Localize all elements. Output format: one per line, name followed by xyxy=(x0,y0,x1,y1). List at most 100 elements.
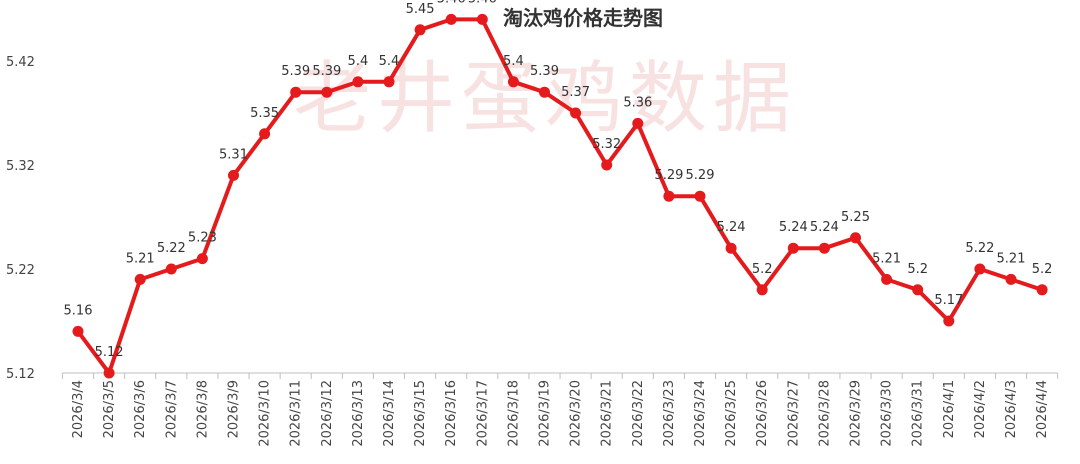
data-label: 5.45 xyxy=(406,2,435,17)
data-label: 5.32 xyxy=(592,137,621,152)
x-tick-label: 2026/3/15 xyxy=(413,380,428,447)
data-label: 5.31 xyxy=(219,147,248,162)
data-point xyxy=(414,24,426,36)
y-tick-label: 5.32 xyxy=(6,159,35,174)
x-tick-label: 2026/3/6 xyxy=(133,380,148,438)
y-tick-label: 5.42 xyxy=(6,55,35,70)
data-label: 5.22 xyxy=(965,241,994,256)
data-point xyxy=(507,76,519,88)
data-point xyxy=(570,107,582,119)
data-point xyxy=(196,253,208,265)
x-tick-label: 2026/3/30 xyxy=(880,380,895,447)
chart-title: 淘汰鸡价格走势图 xyxy=(503,6,663,30)
data-point xyxy=(694,190,706,202)
x-tick-label: 2026/4/2 xyxy=(973,380,988,438)
x-tick-label: 2026/3/14 xyxy=(382,380,397,447)
data-label: 5.39 xyxy=(312,64,341,79)
x-tick-label: 2026/3/11 xyxy=(289,380,304,447)
data-label: 5.21 xyxy=(997,251,1026,266)
data-label: 5.21 xyxy=(126,251,155,266)
x-tick-label: 2026/3/21 xyxy=(600,380,615,447)
data-point xyxy=(259,128,271,140)
data-label: 5.46 xyxy=(437,0,466,6)
data-point xyxy=(228,169,239,181)
data-label: 5.17 xyxy=(934,293,963,308)
data-label: 5.29 xyxy=(686,168,715,183)
x-tick-label: 2026/3/12 xyxy=(320,380,335,447)
x-tick-label: 2026/3/4 xyxy=(71,380,86,438)
data-point xyxy=(290,86,302,98)
data-point xyxy=(445,13,457,25)
x-tick-label: 2026/3/13 xyxy=(351,380,366,447)
data-label: 5.2 xyxy=(1032,262,1053,277)
data-point xyxy=(663,190,675,202)
data-point xyxy=(787,242,799,254)
data-point xyxy=(850,232,861,244)
data-label: 5.4 xyxy=(379,54,400,69)
data-point xyxy=(1005,273,1017,285)
x-tick-label: 2026/3/27 xyxy=(786,380,801,447)
data-point xyxy=(476,13,488,25)
data-label: 5.16 xyxy=(64,303,93,318)
x-tick-label: 2026/3/31 xyxy=(911,380,926,447)
data-point xyxy=(818,242,830,254)
data-point xyxy=(601,159,613,171)
data-point xyxy=(165,263,177,275)
data-label: 5.2 xyxy=(752,262,773,277)
data-label: 5.22 xyxy=(157,241,186,256)
x-tick-label: 2026/3/5 xyxy=(102,380,117,438)
data-point xyxy=(632,117,644,129)
data-label: 5.37 xyxy=(561,85,590,100)
data-label: 5.24 xyxy=(779,220,808,235)
x-tick-label: 2026/3/7 xyxy=(164,380,179,438)
data-label: 5.35 xyxy=(250,106,279,121)
data-point xyxy=(725,242,737,254)
x-tick-label: 2026/3/19 xyxy=(538,380,553,447)
x-tick-label: 2026/4/1 xyxy=(942,380,957,438)
data-point xyxy=(943,315,955,327)
x-tick-label: 2026/4/3 xyxy=(1004,380,1019,438)
data-label: 5.4 xyxy=(503,54,524,69)
y-axis: 5.12 5.22 5.32 5.42 xyxy=(6,55,35,382)
data-label: 5.46 xyxy=(468,0,497,6)
x-tick-label: 2026/3/22 xyxy=(631,380,646,447)
data-points xyxy=(72,13,1048,379)
x-tick-label: 2026/3/10 xyxy=(258,380,273,447)
x-tick-label: 2026/3/26 xyxy=(755,380,770,447)
data-point xyxy=(383,76,395,88)
data-label: 5.4 xyxy=(348,54,369,69)
data-point xyxy=(1036,284,1048,296)
x-tick-label: 2026/3/17 xyxy=(475,380,490,447)
data-label: 5.25 xyxy=(841,210,870,225)
data-label: 5.24 xyxy=(810,220,839,235)
x-tick-label: 2026/3/24 xyxy=(693,380,708,447)
data-label: 5.21 xyxy=(872,251,901,266)
data-label: 5.24 xyxy=(717,220,746,235)
x-tick-label: 2026/3/20 xyxy=(569,380,584,447)
y-tick-label: 5.22 xyxy=(6,263,35,278)
data-label: 5.2 xyxy=(907,262,928,277)
x-tick-label: 2026/3/18 xyxy=(506,380,521,447)
x-tick-label: 2026/3/29 xyxy=(849,380,864,447)
data-point xyxy=(134,273,146,285)
data-point xyxy=(974,263,986,275)
x-tick-label: 2026/3/8 xyxy=(195,380,210,438)
data-point xyxy=(756,284,768,296)
x-tick-label: 2026/3/16 xyxy=(444,380,459,447)
x-axis: 2026/3/4 2026/3/5 2026/3/6 2026/3/7 2026/3/8… xyxy=(61,372,1059,447)
data-label: 5.39 xyxy=(530,64,559,79)
data-label: 5.12 xyxy=(95,345,124,360)
data-label: 5.23 xyxy=(188,231,217,246)
data-point xyxy=(881,273,893,285)
data-point xyxy=(103,367,115,379)
x-tick-label: 2026/4/4 xyxy=(1035,380,1050,438)
x-tick-label: 2026/3/23 xyxy=(662,380,677,447)
data-label: 5.39 xyxy=(281,64,310,79)
data-point xyxy=(72,325,84,337)
x-tick-label: 2026/3/25 xyxy=(724,380,739,447)
data-point xyxy=(912,284,924,296)
data-labels: 5.165.125.215.225.235.315.355.39 5.395.4 5… xyxy=(64,0,1053,360)
data-label: 5.36 xyxy=(623,95,652,110)
data-point xyxy=(539,86,550,98)
